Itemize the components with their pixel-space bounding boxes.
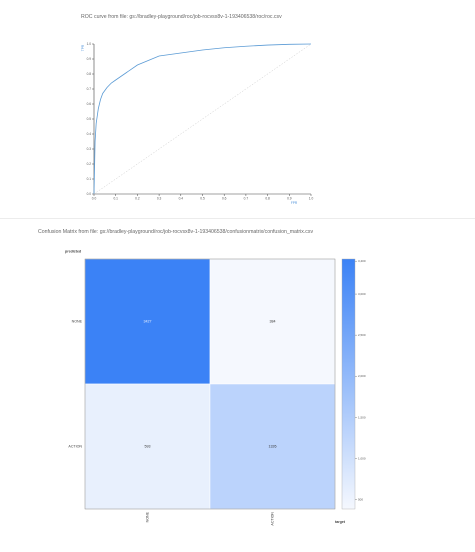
roc-section: ROC curve from file: gs://bradley-playgr… xyxy=(0,0,475,218)
x-tick-label: 0.4 xyxy=(179,197,184,201)
matrix-border xyxy=(84,258,336,510)
y-tick-label: 0.3 xyxy=(87,147,92,151)
x-tick-label: 0.2 xyxy=(135,197,140,201)
x-tick-label: 0.8 xyxy=(265,197,270,201)
colorbar-tick-label: 1,000 xyxy=(358,456,366,460)
x-tick-label: 1.0 xyxy=(309,197,314,201)
matrix-cell xyxy=(209,383,336,510)
y-tick-label: 0.6 xyxy=(87,102,92,106)
y-tick-label: 1.0 xyxy=(87,42,92,46)
cell-value-label: 384 xyxy=(270,320,276,324)
y-tick-label: 0.1 xyxy=(87,177,92,181)
matrix-cell xyxy=(84,258,211,385)
predicted-axis-label: predicted xyxy=(65,250,81,254)
cell-value-label: 3427 xyxy=(144,320,152,324)
y-tick-label: 0.4 xyxy=(87,132,92,136)
colorbar-tick-label: 1,500 xyxy=(358,415,366,419)
y-tick-label: 0.7 xyxy=(87,87,92,91)
y-tick-label: 0.2 xyxy=(87,162,92,166)
cell-value-label: 1326 xyxy=(269,445,277,449)
roc-title: ROC curve from file: gs://bradley-playgr… xyxy=(81,14,282,20)
y-tick-label: 0.0 xyxy=(87,192,92,196)
column-label: NONE xyxy=(146,511,150,522)
row-label: ACTION xyxy=(68,445,82,449)
colorbar xyxy=(341,258,356,510)
colorbar-tick-label: 3,400 xyxy=(358,259,366,263)
cell-value-label: 593 xyxy=(145,445,151,449)
x-tick-label: 0.0 xyxy=(92,197,97,201)
y-tick-label: 0.8 xyxy=(87,72,92,76)
x-tick-label: 0.9 xyxy=(287,197,292,201)
y-axis-label: TPR xyxy=(81,44,85,51)
colorbar-tick-label: 2,500 xyxy=(358,333,366,337)
colorbar-tick-label: 3,000 xyxy=(358,292,366,296)
roc-chart: 0.00.0 0.1 0.1 0.2 0.2 0.3 0.3 0.4 0.4 0.5 0.5 0.6 0… xyxy=(81,42,314,205)
roc-curve-line xyxy=(93,43,312,195)
diagonal-reference-line xyxy=(93,43,312,195)
y-tick-label: 0.9 xyxy=(87,57,92,61)
y-tick-label: 0.5 xyxy=(87,117,92,121)
colorbar-tick-label: 2,000 xyxy=(358,374,366,378)
section-divider xyxy=(0,218,475,219)
confusion-matrix-chart: 3427 384 593 1326 NONE ACTION NONE ACTION predic… xyxy=(65,250,366,526)
x-tick-label: 0.3 xyxy=(157,197,162,201)
matrix-cell xyxy=(209,258,336,385)
x-tick-label: 0.1 xyxy=(113,197,118,201)
colorbar-tick-label: 500 xyxy=(358,497,363,501)
x-tick-label: 0.7 xyxy=(244,197,249,201)
row-label: NONE xyxy=(72,320,83,324)
confusion-matrix-title: Confusion Matrix from file: gs://bradley… xyxy=(38,229,314,235)
target-axis-label: target xyxy=(335,520,346,524)
confusion-matrix-section: Confusion Matrix from file: gs://bradley… xyxy=(0,219,475,552)
x-axis-label: FPR xyxy=(291,201,298,205)
x-tick-label: 0.6 xyxy=(222,197,227,201)
x-tick-label: 0.5 xyxy=(200,197,205,201)
column-label: ACTION xyxy=(271,512,275,526)
